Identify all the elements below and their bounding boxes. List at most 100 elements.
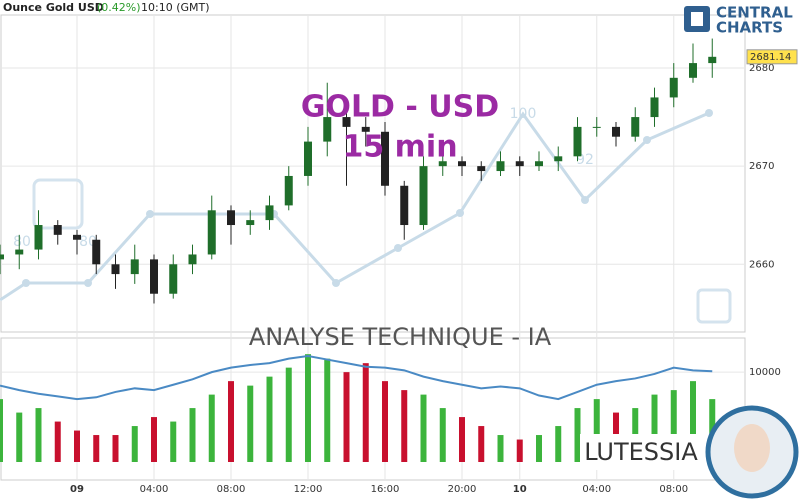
volume-bar	[54, 421, 61, 462]
x-tick-label: 20:00	[448, 484, 477, 495]
volume-bar	[131, 426, 138, 462]
candle-body	[400, 185, 409, 226]
candle-body	[323, 117, 332, 142]
volume-bar	[439, 408, 446, 462]
brand: LUTESSIA	[584, 438, 698, 466]
candle-body	[573, 126, 582, 157]
candle-body	[34, 225, 43, 250]
candle-body	[458, 161, 466, 167]
volume-bar	[401, 390, 408, 462]
y-tick-label: 2660	[749, 259, 774, 270]
volume-bar	[690, 381, 696, 462]
candle-body	[188, 254, 197, 265]
x-tick-label: 04:00	[582, 484, 611, 495]
volume-bar	[478, 426, 485, 462]
ai-line	[0, 111, 710, 302]
volume-bar	[516, 439, 523, 462]
candle-body	[92, 239, 101, 265]
logo-text: CENTRAL	[716, 4, 793, 22]
volume-bar	[574, 408, 581, 462]
candle-body	[515, 161, 524, 167]
candle-body	[284, 175, 293, 206]
ai-label: 80	[13, 234, 31, 250]
candle-body	[169, 264, 178, 294]
candle-body	[111, 264, 120, 275]
y-tick-label: 10000	[749, 367, 781, 378]
candle-body	[227, 210, 235, 226]
volume-bar	[459, 417, 465, 462]
volume-bar	[670, 390, 677, 462]
watermark-subtitle: 15 min	[342, 130, 457, 165]
candle-body	[342, 117, 351, 127]
candle-body	[15, 249, 24, 255]
y-tick-label: 2680	[749, 63, 774, 74]
candle-body	[361, 126, 370, 132]
main-panel	[0, 14, 746, 333]
candle-body	[708, 56, 717, 64]
candle-body	[73, 234, 81, 240]
volume-bar	[247, 385, 254, 462]
volume-bar	[112, 435, 119, 462]
candle-body	[130, 259, 139, 275]
volume-bar	[266, 376, 273, 462]
candle-body	[535, 161, 543, 167]
volume-bar	[285, 367, 292, 462]
candle-body	[650, 97, 659, 118]
x-tick-label: 12:00	[294, 484, 323, 495]
ai-dots	[22, 109, 713, 287]
candle-body	[689, 63, 697, 78]
candle-body	[669, 77, 678, 98]
panel-title: ANALYSE TECHNIQUE - IA	[249, 323, 552, 351]
x-tick-label: 04:00	[140, 484, 169, 495]
volume-bar	[208, 394, 215, 462]
candle-body	[592, 126, 601, 128]
volume-bar	[343, 372, 350, 462]
volume-bar	[93, 435, 100, 462]
volume-bar	[170, 421, 177, 462]
volume-bar	[74, 430, 80, 462]
candle-body	[381, 131, 389, 186]
candle-body	[554, 156, 563, 162]
volume-bar	[305, 354, 311, 462]
volume-bar	[228, 381, 234, 462]
x-tick-label: 08:00	[217, 484, 246, 495]
change: (0.42%)	[97, 1, 141, 14]
x-tick-label: 10	[513, 484, 527, 495]
candle-body	[477, 166, 486, 172]
avatar-face	[734, 424, 770, 472]
x-tick-label: 09	[70, 484, 84, 495]
volume-bar	[35, 408, 42, 462]
volume-bar	[189, 408, 196, 462]
candle-body	[631, 117, 640, 137]
volume-bar	[362, 363, 369, 462]
brand-box	[580, 434, 704, 470]
candle-body	[150, 259, 158, 294]
candle-body	[207, 210, 216, 255]
instrument: Ounce Gold USD	[3, 1, 104, 14]
last-price-box	[746, 49, 798, 65]
candle-body	[53, 225, 62, 235]
volume-bar	[593, 399, 600, 462]
x-tick-label: 08:00	[659, 484, 688, 495]
candle-body	[419, 166, 428, 226]
candle-body	[0, 254, 4, 260]
volume-bar	[536, 435, 542, 462]
volume-bar	[324, 358, 331, 462]
x-tick-label: 16:00	[371, 484, 400, 495]
candle-body	[612, 126, 620, 137]
logo-icon	[691, 12, 703, 26]
volume-bar	[151, 417, 157, 462]
volume-bar	[420, 394, 427, 462]
volume-bar	[0, 399, 3, 462]
candle-body	[438, 161, 447, 167]
volume-bar	[497, 435, 504, 462]
volume-bar	[555, 426, 562, 462]
candle-body	[265, 205, 274, 221]
watermark-title: GOLD - USD	[301, 90, 499, 125]
ai-label: 100	[510, 106, 537, 122]
time: 10:10 (GMT)	[141, 1, 210, 14]
volume-bar	[382, 381, 388, 462]
volume-bar	[651, 394, 658, 462]
logo-text: CHARTS	[716, 19, 783, 37]
